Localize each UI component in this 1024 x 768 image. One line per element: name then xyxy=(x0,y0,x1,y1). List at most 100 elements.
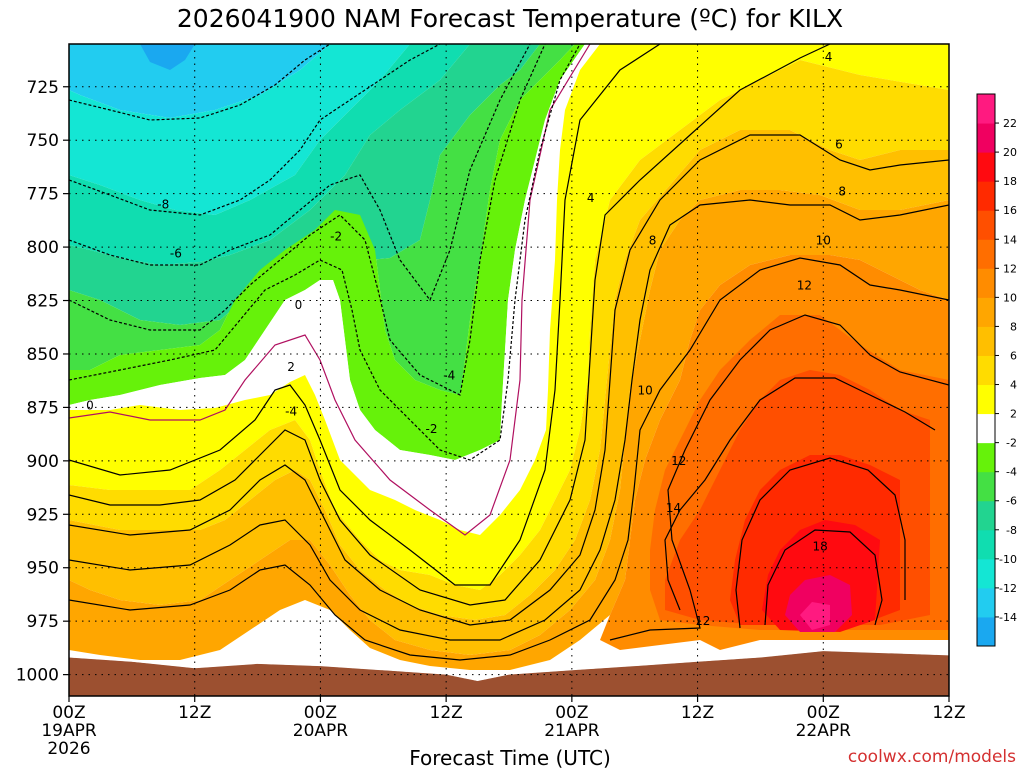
colorbar-label: -12 xyxy=(999,582,1017,595)
x-tick-label: 12Z xyxy=(681,703,714,723)
colorbar-swatch xyxy=(977,297,995,327)
colorbar-swatch xyxy=(977,210,995,240)
x-tick-date: 22APR xyxy=(796,721,852,741)
colorbar-label: -4 xyxy=(1006,466,1017,479)
colorbar-swatch xyxy=(977,94,995,124)
surface-pressure-line xyxy=(68,649,950,681)
contour-line-18c xyxy=(764,529,883,626)
colorbar-swatch xyxy=(977,471,995,502)
colorbar-swatch xyxy=(977,413,995,444)
contour-label: -2 xyxy=(330,229,342,243)
colorbar-label: 14 xyxy=(1003,233,1017,246)
x-tick-label: 00Z xyxy=(555,703,588,723)
contour-label: 12 xyxy=(695,614,710,628)
terrain-ground xyxy=(69,651,949,696)
colorbar-label: -2 xyxy=(1006,437,1017,450)
y-tick-label: 825 xyxy=(27,292,59,312)
colorbar-swatch xyxy=(977,239,995,269)
x-tick-label: 00Z xyxy=(304,703,337,723)
x-tick-date: 20APR xyxy=(293,721,349,741)
colorbar-label: 6 xyxy=(1010,349,1017,362)
contour-label: 8 xyxy=(838,185,846,199)
band-warmest xyxy=(800,602,830,630)
y-tick-label: 975 xyxy=(27,612,59,632)
colorbar-label: 8 xyxy=(1010,320,1017,333)
colorbar-swatch xyxy=(977,500,995,531)
band-green-lower xyxy=(69,44,575,395)
contour-label: -4 xyxy=(285,405,297,419)
colorbar-label: 4 xyxy=(1010,379,1017,392)
colorbar-swatch xyxy=(977,355,995,386)
x-tick-label: 12Z xyxy=(430,703,463,723)
colorbar-label: 2 xyxy=(1010,408,1017,421)
contour-label: 4 xyxy=(825,50,833,64)
contour-line-16c xyxy=(735,457,906,629)
colorbar-label: -8 xyxy=(1006,524,1017,537)
band-4-to-6 xyxy=(69,60,949,620)
x-tick-date: 21APR xyxy=(544,721,600,741)
y-tick-label: 900 xyxy=(27,452,59,472)
band-green-near-zero xyxy=(69,44,585,460)
contour-label: 6 xyxy=(835,137,843,151)
contour-label: -2 xyxy=(425,422,437,436)
contour-label: -4 xyxy=(443,368,455,382)
band-cold-core xyxy=(140,44,195,70)
colorbar: -14 -12 -10 -8 -6 -4 -2 2 4 6 8 10 12 14 16 18 20 22 xyxy=(976,93,1017,647)
contour-line-10c xyxy=(69,257,949,661)
y-tick-label: 850 xyxy=(27,345,59,365)
contour-line-neg6c xyxy=(69,44,531,302)
colorbar-swatch xyxy=(977,181,995,211)
contour-label: 4 xyxy=(587,191,595,205)
colorbar-label: 22 xyxy=(1003,117,1017,130)
colorbar-swatch xyxy=(977,442,995,473)
contour-label: 0 xyxy=(86,398,94,412)
y-tick-label: 775 xyxy=(27,185,59,205)
y-tick-label: 950 xyxy=(27,559,59,579)
contour-label: 12 xyxy=(671,454,686,468)
colorbar-swatch xyxy=(977,268,995,298)
y-tick-label: 1000 xyxy=(16,666,59,686)
y-axis: 725 750 775 800 825 850 875 900 925 950 975 1000 xyxy=(16,78,69,686)
plot-border xyxy=(68,43,950,697)
contour-label: -6 xyxy=(170,246,182,260)
contour-line-6c xyxy=(69,134,949,626)
colorbar-swatch xyxy=(977,558,995,589)
colorbar-border xyxy=(976,93,996,647)
contour-line-4c xyxy=(69,44,831,606)
contour-label: 8 xyxy=(649,234,657,248)
colorbar-label: 12 xyxy=(1003,262,1017,275)
x-tick-year: 2026 xyxy=(47,739,90,759)
chart-title: 2026041900 NAM Forecast Temperature (ºC)… xyxy=(177,4,843,33)
credit-label: coolwx.com/models xyxy=(848,747,1016,767)
colorbar-swatch xyxy=(977,587,995,618)
contour-line-8c xyxy=(69,199,949,641)
x-axis-label: Forecast Time (UTC) xyxy=(409,746,611,768)
contour-label: 14 xyxy=(666,501,681,515)
colorbar-label: 18 xyxy=(1003,175,1017,188)
contour-label: 12 xyxy=(797,279,812,293)
contour-label: 18 xyxy=(813,539,828,553)
contour-line-2c xyxy=(69,44,661,586)
x-tick-label: 12Z xyxy=(932,703,965,723)
colorbar-label: 16 xyxy=(1003,204,1017,217)
colorbar-label: -14 xyxy=(999,611,1017,624)
x-tick-label: 00Z xyxy=(52,703,85,723)
y-tick-label: 725 xyxy=(27,78,59,98)
contour-label: 10 xyxy=(816,234,831,248)
terrain-layer xyxy=(68,649,950,696)
contour-line-neg4c xyxy=(69,44,546,396)
band-green-upper xyxy=(69,44,540,325)
colorbar-swatch xyxy=(977,326,995,356)
contour-label: 0 xyxy=(295,298,303,312)
contour-line-neg8c xyxy=(69,44,441,216)
contour-label: -8 xyxy=(157,197,169,211)
contour-line-0c xyxy=(69,44,591,536)
band-cold-lower xyxy=(69,44,470,265)
colorbar-swatch xyxy=(977,384,995,415)
colorbar-label: 10 xyxy=(1003,291,1017,304)
colorbar-label: -6 xyxy=(1006,495,1017,508)
band-very-cold-top xyxy=(69,44,330,118)
colorbar-label: 20 xyxy=(1003,146,1017,159)
